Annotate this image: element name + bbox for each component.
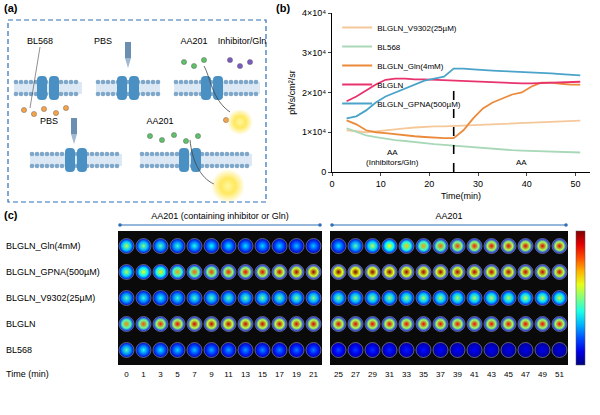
svg-text:47: 47 xyxy=(521,370,530,379)
svg-text:ph/s/cm²/sr: ph/s/cm²/sr xyxy=(287,70,297,115)
svg-text:BLGLN_V9302(25µM): BLGLN_V9302(25µM) xyxy=(377,24,457,33)
svg-text:25: 25 xyxy=(334,370,343,379)
html-text:(a): (a) xyxy=(4,2,18,14)
svg-text:20: 20 xyxy=(424,179,434,189)
svg-text:50: 50 xyxy=(570,179,580,189)
svg-text:51: 51 xyxy=(555,370,564,379)
svg-text:17: 17 xyxy=(275,370,284,379)
svg-text:BLGLN_Gln(4mM): BLGLN_Gln(4mM) xyxy=(377,62,444,71)
svg-text:PBS: PBS xyxy=(40,116,58,126)
svg-text:10: 10 xyxy=(376,179,386,189)
svg-text:BL568: BL568 xyxy=(377,43,401,52)
svg-text:35: 35 xyxy=(419,370,428,379)
svg-text:1: 1 xyxy=(141,370,146,379)
html-text:(b): (b) xyxy=(276,2,290,14)
svg-text:43: 43 xyxy=(487,370,496,379)
svg-text:0: 0 xyxy=(321,167,326,177)
svg-text:Inhibitor/Gln: Inhibitor/Gln xyxy=(218,36,267,46)
svg-text:BLGLN: BLGLN xyxy=(6,319,36,329)
svg-text:AA201: AA201 xyxy=(435,211,462,221)
svg-text:33: 33 xyxy=(402,370,411,379)
svg-text:BL568: BL568 xyxy=(6,345,32,355)
svg-text:Time (min): Time (min) xyxy=(6,369,49,379)
svg-text:41: 41 xyxy=(470,370,479,379)
svg-text:BLGLN: BLGLN xyxy=(377,81,403,90)
svg-text:BLGLN_GPNA(500µM): BLGLN_GPNA(500µM) xyxy=(6,267,100,277)
svg-text:0: 0 xyxy=(124,370,129,379)
svg-text:3: 3 xyxy=(158,370,163,379)
svg-text:3×10⁴: 3×10⁴ xyxy=(302,48,326,58)
svg-text:11: 11 xyxy=(224,370,233,379)
svg-text:21: 21 xyxy=(309,370,318,379)
svg-text:1×10⁴: 1×10⁴ xyxy=(302,127,326,137)
html-text:(c): (c) xyxy=(4,209,18,221)
svg-text:15: 15 xyxy=(258,370,267,379)
svg-text:39: 39 xyxy=(453,370,462,379)
svg-text:13: 13 xyxy=(241,370,250,379)
svg-text:30: 30 xyxy=(473,179,483,189)
svg-text:AA201 (containing inhibitor or: AA201 (containing inhibitor or Gln) xyxy=(151,211,289,221)
svg-text:37: 37 xyxy=(436,370,445,379)
svg-text:49: 49 xyxy=(538,370,547,379)
svg-text:AA(Inhibitors/Gln): AA(Inhibitors/Gln) xyxy=(366,148,419,167)
svg-text:AA201: AA201 xyxy=(146,116,173,126)
svg-text:40: 40 xyxy=(522,179,532,189)
svg-text:7: 7 xyxy=(192,370,197,379)
svg-text:AA201: AA201 xyxy=(180,36,207,46)
svg-text:31: 31 xyxy=(385,370,394,379)
svg-text:0: 0 xyxy=(329,179,334,189)
svg-text:AA: AA xyxy=(516,158,527,167)
svg-text:4×10⁴: 4×10⁴ xyxy=(302,8,326,18)
svg-text:2×10⁴: 2×10⁴ xyxy=(302,88,326,98)
svg-text:19: 19 xyxy=(292,370,301,379)
svg-text:27: 27 xyxy=(351,370,360,379)
svg-text:Time(min): Time(min) xyxy=(441,191,481,201)
svg-text:BLGLN_V9302(25µM): BLGLN_V9302(25µM) xyxy=(6,293,95,303)
svg-text:BL568: BL568 xyxy=(27,36,53,46)
svg-text:9: 9 xyxy=(209,370,214,379)
svg-text:45: 45 xyxy=(504,370,513,379)
svg-text:29: 29 xyxy=(368,370,377,379)
svg-text:BLGLN_GPNA(500µM): BLGLN_GPNA(500µM) xyxy=(377,100,461,109)
svg-text:5: 5 xyxy=(175,370,180,379)
svg-text:BLGLN_Gln(4mM): BLGLN_Gln(4mM) xyxy=(6,241,81,251)
svg-text:PBS: PBS xyxy=(94,36,112,46)
